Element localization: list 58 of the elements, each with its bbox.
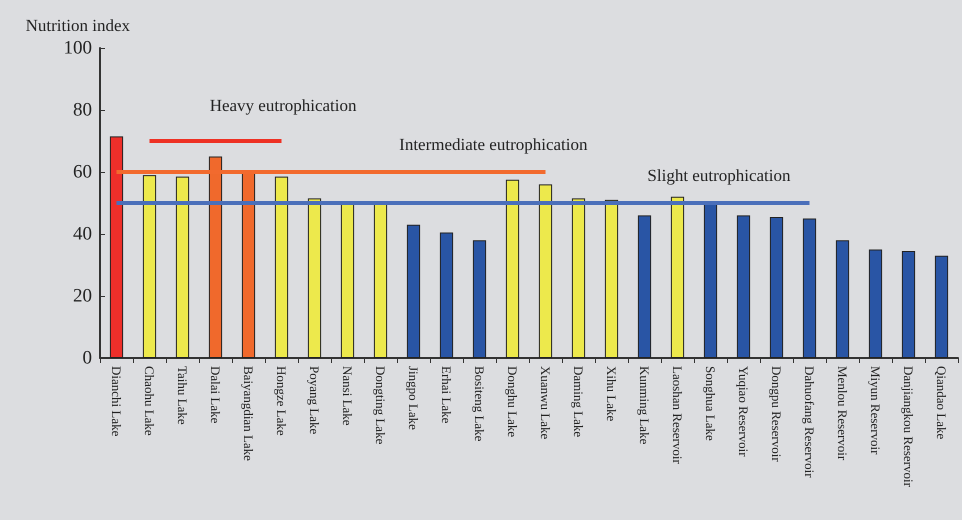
x-tick-label: Hongze Lake	[274, 366, 289, 436]
x-tick-label: Daming Lake	[571, 366, 586, 438]
x-tick-label: Qiandao Lake	[934, 366, 949, 440]
bar	[538, 184, 552, 358]
bar	[670, 196, 684, 358]
x-tick-label: Dianchi Lake	[109, 366, 124, 437]
bar	[770, 216, 784, 358]
x-tick-label: Dalai Lake	[208, 366, 223, 424]
series-label: Intermediate eutrophication	[399, 135, 588, 154]
bar	[638, 215, 652, 358]
x-tick-label: Dongpu Reservoir	[769, 366, 784, 462]
y-tick-label: 40	[73, 224, 92, 244]
y-tick-label: 60	[73, 162, 92, 182]
x-tick-label: Baiyangdian Lake	[241, 366, 256, 462]
x-tick-label: Erhai Lake	[439, 366, 454, 424]
x-tick-label: Jingpo Lake	[406, 366, 421, 430]
y-tick-label: 80	[73, 100, 92, 120]
bar	[440, 232, 454, 358]
x-tick-label: Xuanwu Lake	[538, 366, 553, 440]
bar	[308, 198, 322, 358]
x-tick-label: Kunming Lake	[637, 366, 652, 445]
bar	[902, 251, 916, 358]
bar	[802, 218, 816, 358]
x-tick-label: Songhua Lake	[703, 366, 718, 441]
x-tick-label: Laoshan Reservoir	[670, 366, 685, 464]
bar	[604, 200, 618, 358]
x-tick-label: Chaohu Lake	[142, 366, 157, 436]
x-tick-label: Dahuofang Reservoir	[802, 366, 817, 478]
x-tick-label: Dongting Lake	[373, 366, 388, 445]
bar	[110, 136, 124, 358]
x-tick-label: Yuqiao Reservoir	[736, 366, 751, 458]
bar	[704, 203, 718, 358]
x-tick-label: Bositeng Lake	[472, 366, 487, 442]
x-tick-label: Xihu Lake	[604, 366, 619, 422]
series-label: Heavy eutrophication	[210, 96, 357, 115]
x-tick-label: Menlou Reservoir	[835, 366, 850, 461]
bar	[506, 180, 520, 358]
x-tick-label: Miyun Reservoir	[868, 366, 883, 456]
y-tick-label: 100	[64, 38, 92, 58]
bar	[836, 240, 850, 358]
bar	[868, 250, 882, 358]
y-tick-label: 0	[82, 348, 92, 368]
x-tick-label: Donghu Lake	[505, 366, 520, 438]
bar	[472, 240, 486, 358]
bar	[142, 175, 156, 358]
x-tick-label: Poyang Lake	[307, 366, 322, 434]
series-label: Slight eutrophication	[647, 166, 791, 185]
bar	[274, 176, 288, 358]
bar	[934, 256, 948, 358]
y-axis-title: Nutrition index	[26, 16, 130, 35]
bar	[176, 176, 190, 358]
x-tick-label: Danjiangkou Reservoir	[901, 366, 916, 488]
bar	[572, 198, 586, 358]
x-tick-label: Nansi Lake	[340, 366, 355, 426]
x-tick-label: Taihu Lake	[175, 366, 190, 425]
bar	[736, 215, 750, 358]
y-tick-label: 20	[73, 286, 92, 306]
bar	[406, 224, 420, 358]
